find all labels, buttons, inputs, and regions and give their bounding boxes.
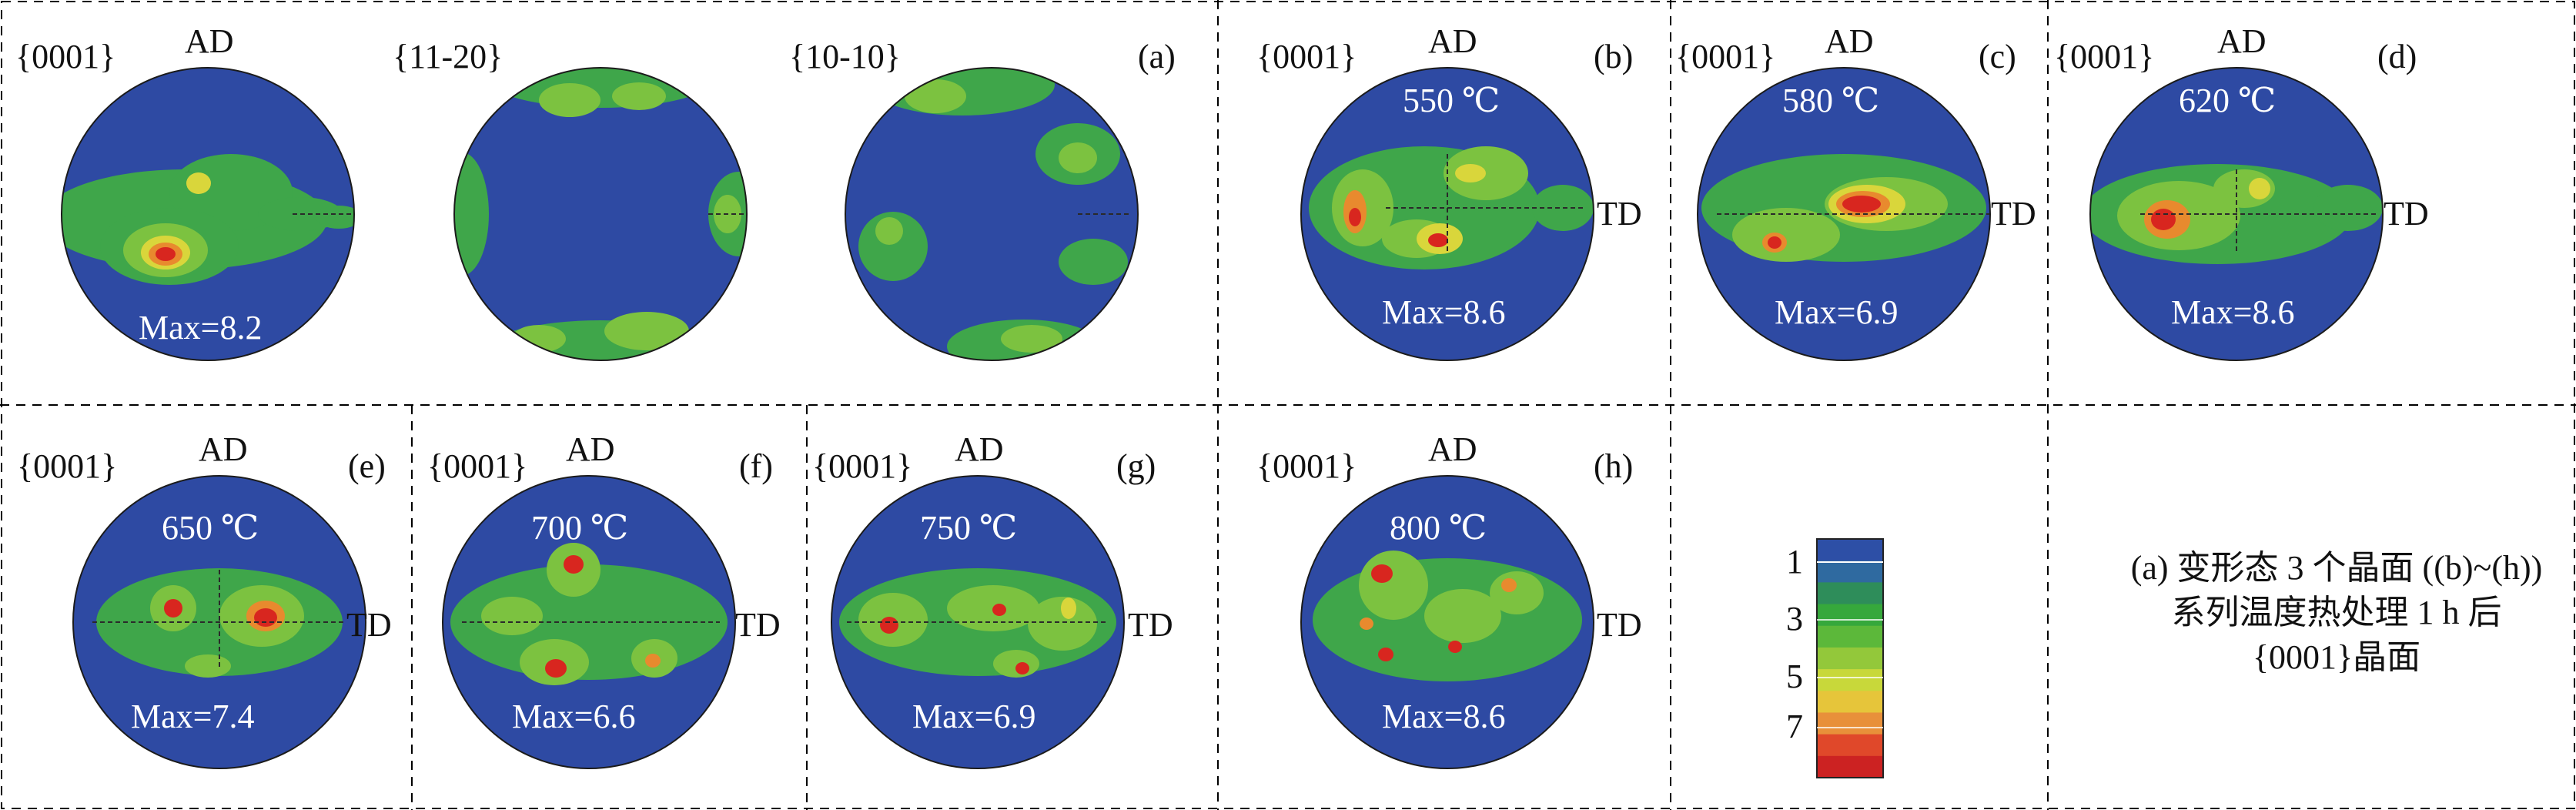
temperature-g: 750 ℃: [920, 509, 1017, 547]
panel-g: {0001} AD (g) 750 ℃ TD Max=6.9: [812, 430, 1173, 769]
legend-swatch: [1817, 604, 1883, 627]
panel-letter-h: (h): [1594, 447, 1633, 485]
legend-swatch: [1817, 582, 1883, 605]
temperature-e: 650 ℃: [162, 509, 259, 547]
temperature-h: 800 ℃: [1390, 509, 1487, 547]
legend-label-7: 7: [1786, 708, 1803, 745]
legend-swatch: [1817, 734, 1883, 757]
max-label-a: Max=8.2: [139, 309, 262, 346]
pole-label-f: {0001}: [427, 447, 527, 485]
panel-letter-c: (c): [1979, 38, 2016, 75]
legend-swatch: [1817, 669, 1883, 691]
td-label: TD: [735, 606, 781, 644]
td-label: TD: [1128, 606, 1173, 644]
figure-caption: (a) 变形态 3 个晶面 ((b)~(h)) 系列温度热处理 1 h 后 {0…: [2131, 549, 2543, 676]
max-label-e: Max=7.4: [131, 698, 254, 735]
pole-label-e: {0001}: [17, 447, 117, 485]
panel-c: {0001} AD (c) 580 ℃ TD Max=6.9: [1675, 22, 2036, 361]
legend-swatch: [1817, 647, 1883, 670]
ad-label: AD: [955, 430, 1004, 468]
pole-figure-g: [831, 476, 1124, 768]
panel-f: {0001} AD (f) 700 ℃ TD Max=6.6: [427, 430, 781, 769]
ad-label: AD: [566, 430, 615, 468]
legend-swatch: [1817, 712, 1883, 735]
pole-label-c: {0001}: [1675, 38, 1775, 75]
panel-letter-b: (b): [1594, 38, 1633, 75]
pole-label-b: {0001}: [1256, 38, 1357, 75]
td-label: TD: [346, 606, 392, 644]
panel-a: {0001} {11-20} {10-10} AD (a) Max=8.2: [15, 22, 1176, 361]
legend-label-5: 5: [1786, 658, 1803, 695]
panel-letter-g: (g): [1116, 447, 1156, 485]
pole-figure-c: [1698, 68, 1990, 360]
legend-label-3: 3: [1786, 600, 1803, 638]
max-label-g: Max=6.9: [912, 698, 1035, 735]
panel-letter-e: (e): [348, 447, 386, 485]
max-label-b: Max=8.6: [1382, 293, 1505, 331]
max-label-h: Max=8.6: [1382, 698, 1505, 735]
pole-figure-d: [2090, 68, 2383, 360]
ad-label: AD: [2217, 22, 2267, 60]
pole-figure-b: [1301, 68, 1594, 360]
pole-figure-a-0001: [62, 68, 354, 360]
pole-figure-e: [73, 476, 366, 768]
legend-bar: [1817, 539, 1883, 778]
ad-label: AD: [1428, 430, 1477, 468]
pole-label-a-0001: {0001}: [15, 38, 115, 75]
td-label: TD: [1597, 606, 1642, 644]
pole-label-g: {0001}: [812, 447, 912, 485]
ad-label: AD: [185, 22, 234, 60]
pole-label-a-10-10: {10-10}: [789, 38, 901, 75]
legend-swatch: [1817, 625, 1883, 648]
ad-label: AD: [1825, 22, 1874, 60]
ad-label: AD: [1428, 22, 1477, 60]
pole-label-h: {0001}: [1256, 447, 1357, 485]
panel-letter-a: (a): [1138, 38, 1176, 75]
panel-letter-f: (f): [739, 447, 773, 485]
pole-label-d: {0001}: [2054, 38, 2154, 75]
max-label-f: Max=6.6: [512, 698, 635, 735]
pole-figure-h: [1301, 476, 1594, 768]
legend-swatch: [1817, 539, 1883, 561]
temperature-f: 700 ℃: [531, 509, 628, 547]
td-label: TD: [1597, 195, 1642, 233]
panel-e: {0001} AD (e) 650 ℃ TD Max=7.4: [17, 430, 392, 769]
td-label: TD: [1991, 195, 2036, 233]
legend-swatch: [1817, 561, 1883, 583]
pole-figure-f: [443, 476, 735, 768]
temperature-c: 580 ℃: [1782, 82, 1879, 119]
caption-line-1: (a) 变形态 3 个晶面 ((b)~(h)): [2131, 549, 2543, 587]
panel-b: {0001} AD (b) 550 ℃ TD Max=8.6: [1256, 22, 1642, 361]
panel-h: {0001} AD (h) 800 ℃ TD Max=8.6: [1256, 430, 1642, 769]
pole-label-a-11-20: {11-20}: [393, 38, 503, 75]
temperature-d: 620 ℃: [2179, 82, 2276, 119]
caption-line-2: 系列温度热处理 1 h 后: [2172, 594, 2502, 631]
max-label-d: Max=8.6: [2171, 293, 2294, 331]
max-label-c: Max=6.9: [1775, 293, 1898, 331]
caption-line-3: {0001}晶面: [2253, 638, 2420, 676]
pole-figure-a-10-10: [845, 68, 1138, 360]
panel-letter-d: (d): [2377, 38, 2417, 75]
color-legend: 1 3 5 7: [1786, 538, 1884, 778]
ad-label: AD: [199, 430, 248, 468]
pole-figure-a-11-20: [454, 68, 747, 360]
td-label: TD: [2384, 195, 2429, 233]
legend-swatch: [1817, 691, 1883, 714]
panel-d: {0001} AD (d) 620 ℃ TD Max=8.6: [2054, 22, 2429, 361]
legend-swatch: [1817, 755, 1883, 778]
temperature-b: 550 ℃: [1403, 82, 1500, 119]
legend-label-1: 1: [1786, 543, 1803, 581]
